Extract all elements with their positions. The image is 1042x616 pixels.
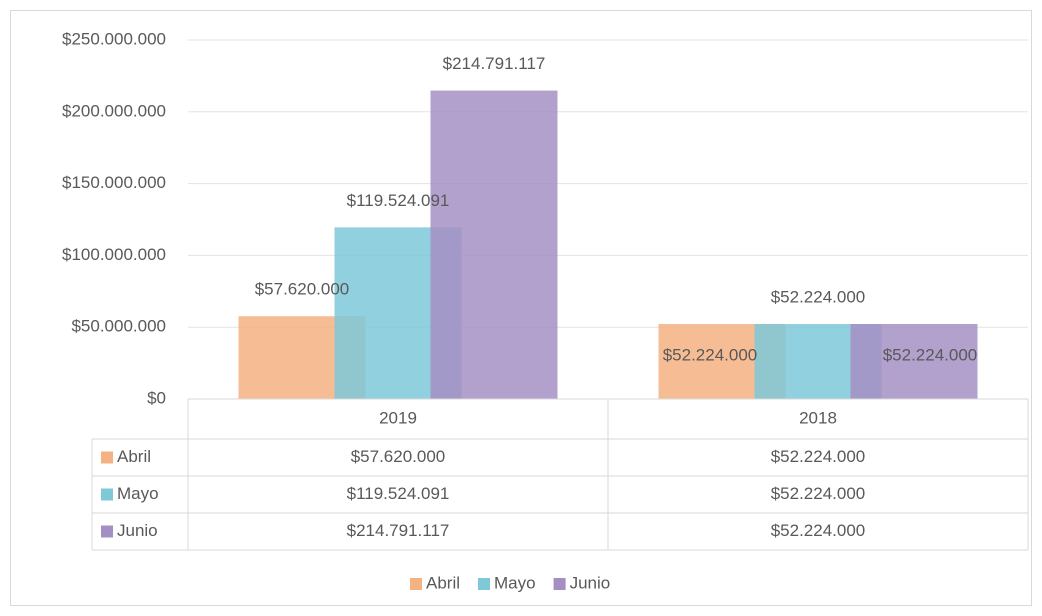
data-label: $52.224.000 [883,345,978,364]
y-tick-label: $250.000.000 [62,29,166,48]
x-tick-label: 2019 [379,408,417,427]
data-label: $119.524.091 [347,191,450,210]
legend-label: Junio [570,573,611,592]
table-row-label: Mayo [117,484,159,503]
table-legend-key [101,488,113,501]
table-row-label: Abril [117,447,151,466]
data-label: $52.224.000 [663,345,758,364]
x-tick-label: 2018 [799,408,837,427]
legend-key [553,578,566,590]
y-tick-label: $50.000.000 [71,317,166,336]
table-cell: $57.620.000 [351,447,446,466]
bar [430,90,558,399]
y-tick-label: $0 [147,388,166,407]
y-tick-label: $150.000.000 [62,173,166,192]
table-cell: $119.524.091 [347,484,450,503]
data-label: $214.791.117 [443,54,546,73]
data-label: $57.620.000 [255,280,350,299]
table-legend-key [101,525,113,538]
legend-label: Abril [426,573,460,592]
table-cell: $52.224.000 [771,447,866,466]
legend-key [478,578,491,590]
legend-label: Mayo [494,573,536,592]
bar [850,324,978,399]
y-tick-label: $200.000.000 [62,101,166,120]
table-row-label: Junio [117,521,158,540]
table-cell: $52.224.000 [771,484,866,503]
table-cell: $52.224.000 [771,521,866,540]
data-label: $52.224.000 [771,287,866,306]
table-legend-key [101,451,113,464]
y-tick-label: $100.000.000 [62,245,166,264]
table-cell: $214.791.117 [347,521,450,540]
legend-key [410,578,422,590]
